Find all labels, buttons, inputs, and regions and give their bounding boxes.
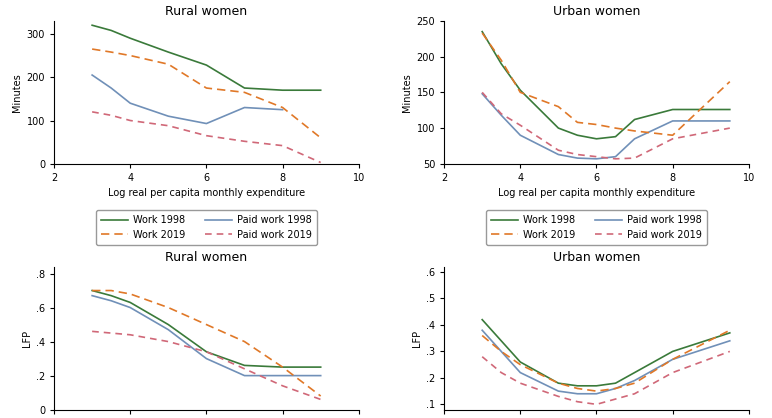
- Title: Urban women: Urban women: [553, 251, 640, 264]
- Title: Rural women: Rural women: [165, 5, 248, 18]
- Legend: Work 1998, Work 2019, Paid work 1998, Paid work 2019: Work 1998, Work 2019, Paid work 1998, Pa…: [486, 210, 706, 245]
- Title: Urban women: Urban women: [553, 5, 640, 18]
- X-axis label: Log real per capita monthly expenditure: Log real per capita monthly expenditure: [498, 189, 695, 199]
- Y-axis label: Minutes: Minutes: [12, 73, 22, 112]
- Title: Rural women: Rural women: [165, 251, 248, 264]
- X-axis label: Log real per capita monthly expenditure: Log real per capita monthly expenditure: [108, 189, 305, 199]
- Legend: Work 1998, Work 2019, Paid work 1998, Paid work 2019: Work 1998, Work 2019, Paid work 1998, Pa…: [96, 210, 317, 245]
- Y-axis label: LFP: LFP: [411, 330, 422, 347]
- Y-axis label: Minutes: Minutes: [402, 73, 412, 112]
- Y-axis label: LFP: LFP: [22, 330, 32, 347]
